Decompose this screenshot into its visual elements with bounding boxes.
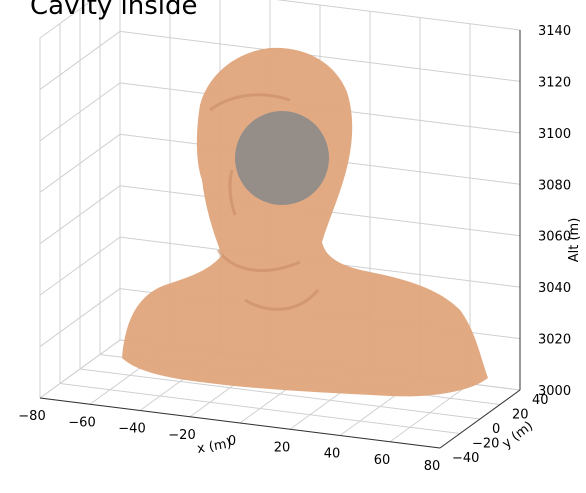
grid-line	[39, 0, 94, 39]
x-tick-label: −20	[168, 428, 195, 443]
y-tick-label: 20	[512, 408, 529, 423]
grid-line	[39, 236, 121, 296]
x-tick-label: 60	[374, 453, 391, 468]
grid-line	[119, 30, 521, 82]
x-tick-label: 20	[274, 440, 291, 455]
z-tick-label: 3140	[538, 24, 571, 39]
grid-line	[59, 383, 461, 434]
y-tick-label: −20	[472, 437, 499, 452]
face-shadow	[209, 93, 320, 311]
y-tick-label: 0	[492, 422, 500, 437]
axis-line	[439, 389, 521, 449]
x-tick-label: −60	[68, 415, 95, 430]
z-tick-label: 3040	[538, 281, 571, 296]
x-tick-label: −80	[18, 409, 45, 424]
x-axis-label: x (m)	[196, 436, 233, 457]
z-tick-label: 3020	[538, 333, 571, 348]
z-tick-label: 3120	[538, 75, 571, 90]
grid-line	[39, 82, 121, 142]
y-tick-label: −40	[452, 451, 479, 466]
z-axis-label: Alt (m)	[567, 218, 582, 263]
z-tick-label: 3100	[538, 127, 571, 142]
cavity	[235, 111, 329, 205]
grid-line	[39, 185, 121, 245]
x-tick-label: −40	[118, 422, 145, 437]
chart-title: Cavity inside	[30, 0, 198, 21]
z-tick-label: 3060	[538, 230, 571, 245]
grid-line	[39, 31, 121, 90]
grid-line	[39, 133, 121, 193]
y-axis-label: y (m)	[500, 419, 537, 452]
y-tick-label: 40	[532, 393, 549, 408]
x-tick-label: 40	[324, 447, 341, 462]
mesh-surface	[122, 47, 488, 397]
grid-line	[275, 0, 521, 31]
x-tick-label: 80	[424, 459, 441, 474]
grid-line	[39, 339, 121, 399]
axis-line	[39, 397, 441, 449]
grid-line	[39, 288, 121, 347]
x-tick-label: 0	[228, 434, 236, 449]
z-tick-label: 3080	[538, 178, 571, 193]
grid-line	[79, 368, 481, 420]
z-tick-label: 3000	[538, 384, 571, 399]
